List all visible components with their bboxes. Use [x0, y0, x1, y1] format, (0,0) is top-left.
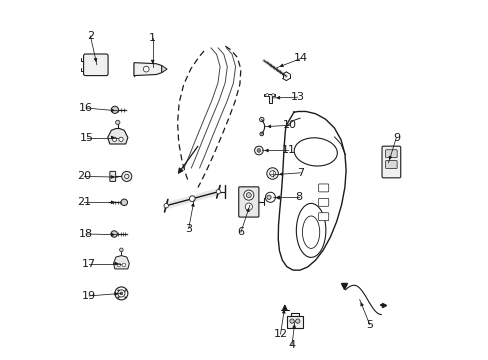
- FancyBboxPatch shape: [381, 146, 400, 178]
- FancyBboxPatch shape: [318, 213, 328, 221]
- Circle shape: [111, 231, 117, 237]
- Text: 12: 12: [273, 329, 287, 339]
- Circle shape: [289, 319, 294, 323]
- Circle shape: [257, 149, 260, 152]
- Circle shape: [216, 190, 220, 194]
- Text: 8: 8: [294, 192, 302, 202]
- Circle shape: [119, 137, 123, 141]
- Text: 10: 10: [282, 120, 296, 130]
- Circle shape: [120, 292, 122, 295]
- Circle shape: [122, 171, 132, 181]
- Polygon shape: [162, 66, 167, 73]
- Circle shape: [295, 319, 299, 323]
- Circle shape: [266, 195, 270, 199]
- Text: 13: 13: [290, 92, 304, 102]
- Text: 14: 14: [294, 53, 308, 63]
- Text: 5: 5: [366, 320, 372, 330]
- Text: 1: 1: [149, 33, 156, 43]
- FancyBboxPatch shape: [385, 150, 396, 158]
- FancyBboxPatch shape: [286, 316, 302, 328]
- Polygon shape: [134, 63, 162, 76]
- Circle shape: [164, 203, 168, 208]
- Text: 11: 11: [281, 145, 295, 156]
- Circle shape: [244, 190, 253, 200]
- Circle shape: [120, 248, 123, 252]
- Text: 19: 19: [82, 291, 96, 301]
- Text: 9: 9: [392, 132, 399, 143]
- Text: 4: 4: [288, 340, 295, 350]
- Circle shape: [271, 94, 274, 96]
- Text: 2: 2: [87, 31, 94, 41]
- Circle shape: [121, 199, 127, 206]
- Circle shape: [189, 196, 195, 202]
- Circle shape: [117, 263, 121, 267]
- FancyBboxPatch shape: [110, 171, 115, 181]
- Circle shape: [111, 106, 118, 113]
- Text: 17: 17: [82, 258, 96, 269]
- Circle shape: [115, 120, 120, 125]
- Polygon shape: [264, 94, 274, 103]
- Circle shape: [254, 146, 263, 155]
- Circle shape: [246, 193, 251, 198]
- FancyBboxPatch shape: [83, 54, 108, 76]
- Circle shape: [122, 263, 125, 267]
- Circle shape: [265, 94, 268, 96]
- FancyBboxPatch shape: [318, 198, 328, 206]
- Text: 18: 18: [79, 229, 93, 239]
- Text: 16: 16: [79, 103, 93, 113]
- Text: 3: 3: [185, 224, 192, 234]
- Polygon shape: [113, 256, 129, 269]
- Text: 21: 21: [77, 197, 91, 207]
- Text: 6: 6: [237, 227, 244, 237]
- Polygon shape: [107, 129, 127, 144]
- Circle shape: [112, 137, 117, 141]
- Circle shape: [143, 66, 149, 72]
- Circle shape: [266, 168, 278, 179]
- FancyBboxPatch shape: [385, 161, 396, 168]
- FancyBboxPatch shape: [318, 184, 328, 192]
- Text: 7: 7: [296, 168, 303, 178]
- FancyBboxPatch shape: [238, 187, 258, 217]
- Text: 15: 15: [80, 132, 94, 143]
- Circle shape: [244, 203, 252, 210]
- Text: 20: 20: [77, 171, 91, 181]
- Circle shape: [269, 171, 275, 176]
